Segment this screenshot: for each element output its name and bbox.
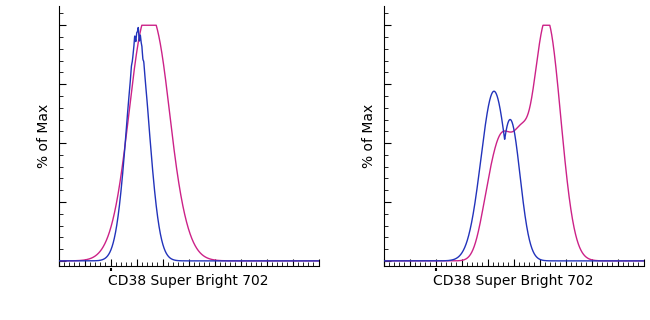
- X-axis label: CD38 Super Bright 702: CD38 Super Bright 702: [109, 275, 268, 289]
- Y-axis label: % of Max: % of Max: [37, 104, 51, 168]
- X-axis label: CD38 Super Bright 702: CD38 Super Bright 702: [434, 275, 593, 289]
- Y-axis label: % of Max: % of Max: [362, 104, 376, 168]
